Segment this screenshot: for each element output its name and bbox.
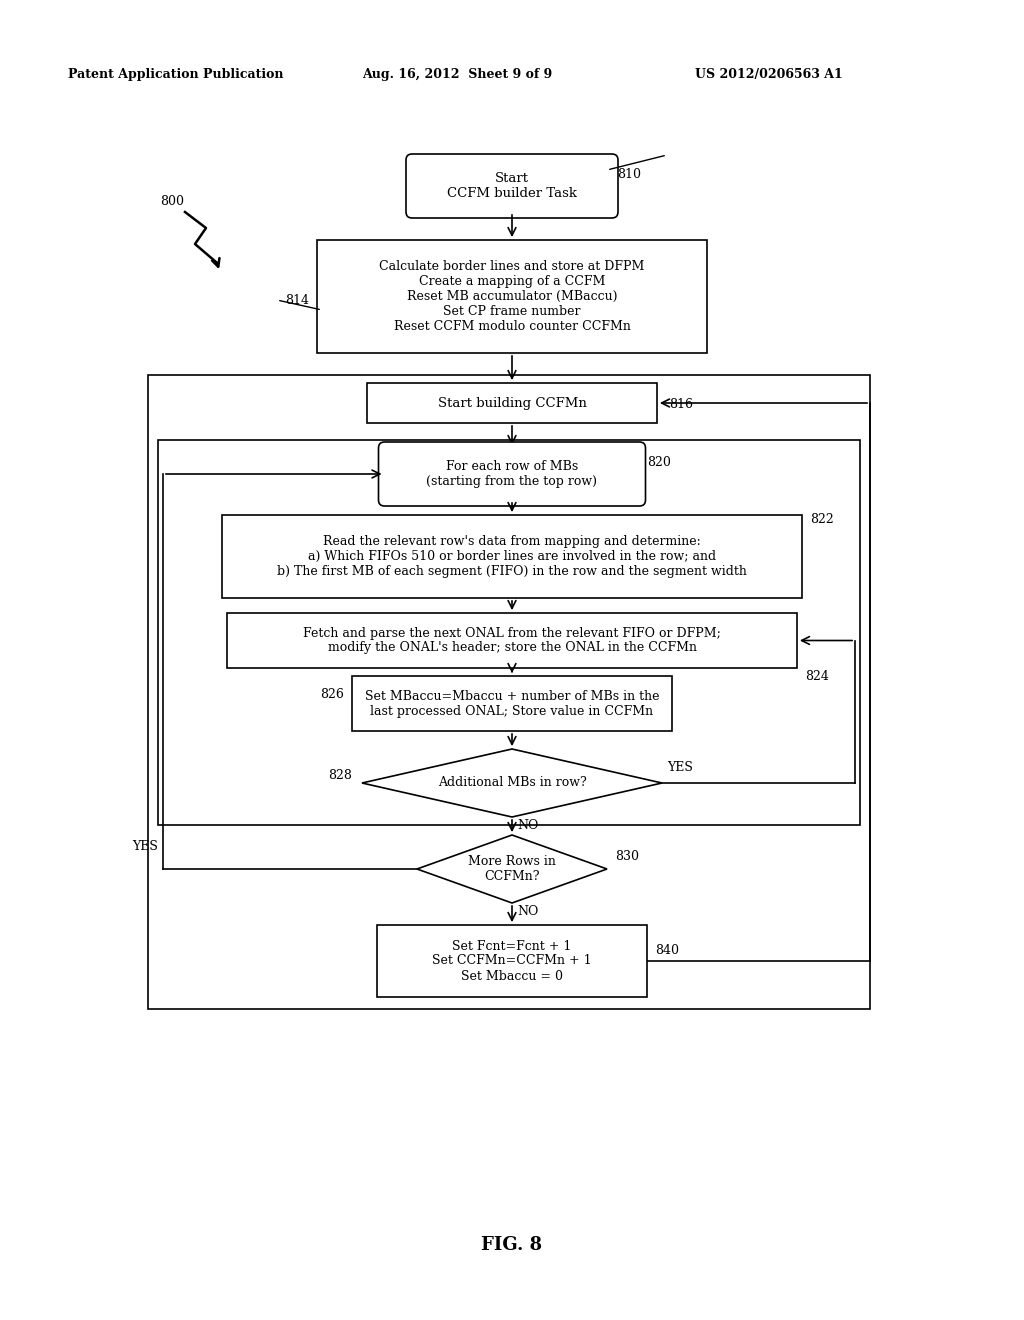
Text: 822: 822 bbox=[810, 513, 834, 525]
Text: Start building CCFMn: Start building CCFMn bbox=[437, 396, 587, 409]
Text: More Rows in
CCFMn?: More Rows in CCFMn? bbox=[468, 855, 556, 883]
Text: Aug. 16, 2012  Sheet 9 of 9: Aug. 16, 2012 Sheet 9 of 9 bbox=[362, 69, 552, 81]
Bar bbox=[317, 240, 707, 352]
Text: 820: 820 bbox=[647, 455, 672, 469]
Bar bbox=[377, 925, 647, 997]
Text: For each row of MBs
(starting from the top row): For each row of MBs (starting from the t… bbox=[427, 459, 597, 488]
Bar bbox=[148, 375, 870, 1008]
Text: Calculate border lines and store at DFPM
Create a mapping of a CCFM
Reset MB acc: Calculate border lines and store at DFPM… bbox=[379, 260, 645, 333]
Text: NO: NO bbox=[517, 818, 539, 832]
Text: US 2012/0206563 A1: US 2012/0206563 A1 bbox=[695, 69, 843, 81]
Text: 830: 830 bbox=[615, 850, 639, 863]
Text: 816: 816 bbox=[669, 399, 693, 411]
Text: NO: NO bbox=[517, 906, 539, 917]
FancyBboxPatch shape bbox=[406, 154, 618, 218]
Text: Additional MBs in row?: Additional MBs in row? bbox=[437, 776, 587, 789]
Polygon shape bbox=[362, 748, 662, 817]
Text: Set MBaccu=Mbaccu + number of MBs in the
last processed ONAL; Store value in CCF: Set MBaccu=Mbaccu + number of MBs in the… bbox=[365, 689, 659, 718]
Polygon shape bbox=[417, 836, 607, 903]
Bar bbox=[352, 676, 672, 731]
Text: Start
CCFM builder Task: Start CCFM builder Task bbox=[447, 172, 577, 201]
Text: FIG. 8: FIG. 8 bbox=[481, 1236, 543, 1254]
Text: 826: 826 bbox=[321, 688, 344, 701]
FancyBboxPatch shape bbox=[379, 442, 645, 506]
Bar bbox=[227, 612, 797, 668]
Text: 814: 814 bbox=[285, 293, 309, 306]
Bar bbox=[158, 440, 860, 825]
Text: 840: 840 bbox=[655, 944, 679, 957]
Text: YES: YES bbox=[132, 840, 158, 853]
Bar bbox=[367, 383, 657, 422]
Text: Set Fcnt=Fcnt + 1
Set CCFMn=CCFMn + 1
Set Mbaccu = 0: Set Fcnt=Fcnt + 1 Set CCFMn=CCFMn + 1 Se… bbox=[432, 940, 592, 982]
Text: 828: 828 bbox=[328, 770, 352, 781]
Text: Patent Application Publication: Patent Application Publication bbox=[68, 69, 284, 81]
Bar bbox=[222, 515, 802, 598]
Text: 800: 800 bbox=[160, 195, 184, 209]
Text: Read the relevant row's data from mapping and determine:
a) Which FIFOs 510 or b: Read the relevant row's data from mappin… bbox=[278, 535, 746, 578]
Text: YES: YES bbox=[667, 762, 693, 774]
Text: Fetch and parse the next ONAL from the relevant FIFO or DFPM;
modify the ONAL's : Fetch and parse the next ONAL from the r… bbox=[303, 627, 721, 655]
Text: 824: 824 bbox=[805, 671, 828, 682]
Text: 810: 810 bbox=[617, 168, 641, 181]
